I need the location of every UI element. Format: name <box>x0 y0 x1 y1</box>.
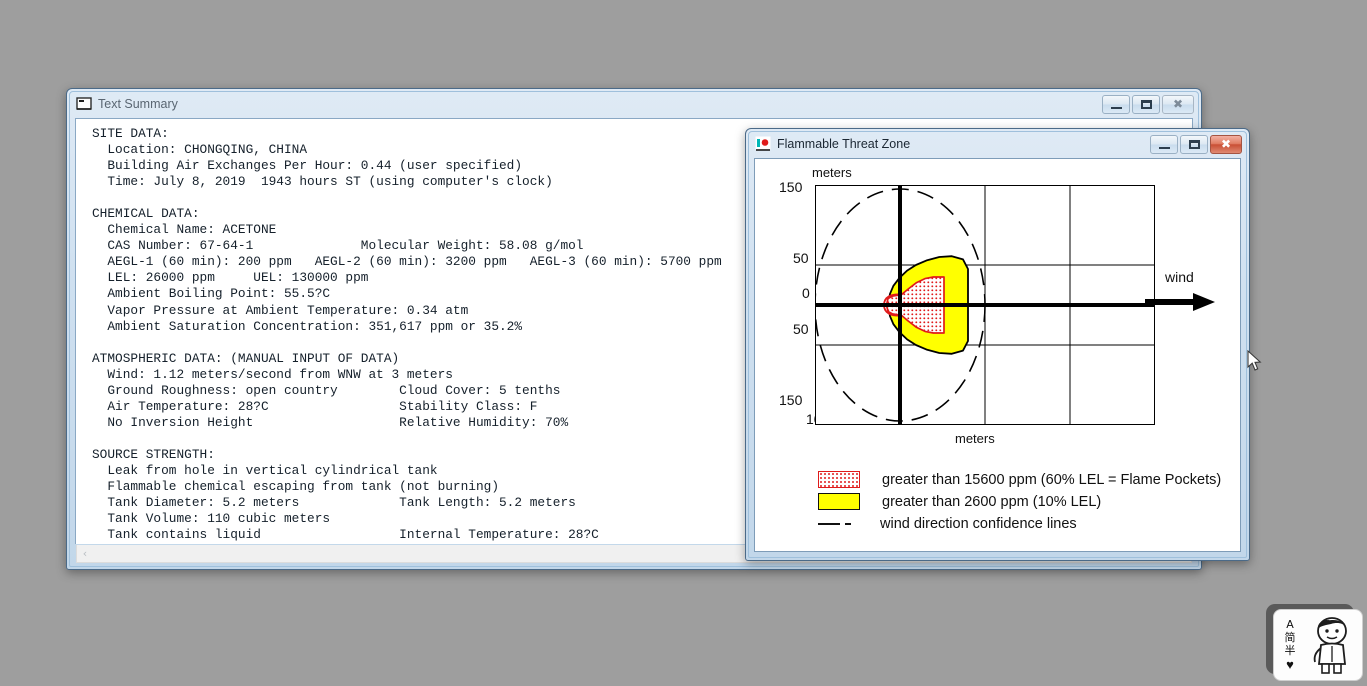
threat-zone-plot-area[interactable]: meters 150 50 0 50 150 100 0 100 200 300… <box>754 158 1241 552</box>
red-dotted-swatch-icon <box>818 471 860 488</box>
close-button[interactable]: ✖ <box>1162 94 1194 114</box>
threat-zone-title: Flammable Threat Zone <box>777 137 911 151</box>
scroll-left-arrow[interactable]: ‹ <box>82 547 88 560</box>
ime-key-latin[interactable]: A <box>1286 618 1294 631</box>
maximize-button[interactable] <box>1132 94 1160 114</box>
text-summary-titlebar[interactable]: Text Summary ✖ <box>70 92 1198 116</box>
threat-zone-chart <box>815 185 1155 425</box>
text-document-icon <box>76 96 92 112</box>
threat-zone-window-controls: ✖ <box>1150 134 1246 154</box>
chart-legend: greater than 15600 ppm (60% LEL = Flame … <box>818 469 1240 535</box>
y-tick-50-top: 50 <box>793 250 809 266</box>
legend-label: greater than 15600 ppm (60% LEL = Flame … <box>882 471 1222 488</box>
y-tick-150-top: 150 <box>779 179 803 195</box>
aloha-threat-icon <box>755 136 771 152</box>
ime-panel[interactable]: A 简 半 ♥ <box>1273 609 1363 681</box>
plot-wrapper: meters 150 50 0 50 150 100 0 100 200 300… <box>755 159 1240 551</box>
maximize-button[interactable] <box>1180 134 1208 154</box>
wind-arrow-icon <box>1145 293 1215 311</box>
legend-label: wind direction confidence lines <box>880 515 1077 532</box>
y-tick-150-bottom: 150 <box>779 392 803 408</box>
y-axis-label: meters <box>812 165 852 180</box>
flammable-threat-zone-window[interactable]: Flammable Threat Zone ✖ meters 150 50 0 … <box>745 128 1250 561</box>
legend-label: greater than 2600 ppm (10% LEL) <box>882 493 1102 510</box>
y-tick-0: 0 <box>802 285 810 301</box>
minimize-button[interactable] <box>1150 134 1178 154</box>
legend-item-confidence-lines: wind direction confidence lines <box>818 513 1240 534</box>
wind-label: wind <box>1165 269 1194 285</box>
ime-key-simplified[interactable]: 简 <box>1284 631 1296 644</box>
dashed-line-swatch-icon <box>818 516 858 531</box>
yellow-swatch-icon <box>818 493 860 510</box>
minimize-button[interactable] <box>1102 94 1130 114</box>
x-axis-label: meters <box>955 431 995 446</box>
ime-key-halfwidth[interactable]: 半 <box>1284 644 1296 657</box>
text-summary-title: Text Summary <box>98 97 178 111</box>
legend-item-10-percent-lel: greater than 2600 ppm (10% LEL) <box>818 491 1240 512</box>
wind-indicator: wind <box>1145 269 1231 317</box>
y-tick-50-bottom: 50 <box>793 321 809 337</box>
legend-item-flame-pockets: greater than 15600 ppm (60% LEL = Flame … <box>818 469 1240 490</box>
ime-heart-icon[interactable]: ♥ <box>1286 657 1294 672</box>
ime-toolbar[interactable]: A 简 半 ♥ <box>1266 604 1364 681</box>
text-summary-report-text: SITE DATA: Location: CHONGQING, CHINA Bu… <box>92 126 722 543</box>
close-button[interactable]: ✖ <box>1210 134 1242 154</box>
text-summary-window-controls: ✖ <box>1102 94 1198 114</box>
cartoon-avatar-icon[interactable] <box>1305 616 1355 674</box>
threat-zone-titlebar[interactable]: Flammable Threat Zone ✖ <box>749 132 1246 156</box>
ime-mode-keys[interactable]: A 简 半 ♥ <box>1277 618 1303 672</box>
